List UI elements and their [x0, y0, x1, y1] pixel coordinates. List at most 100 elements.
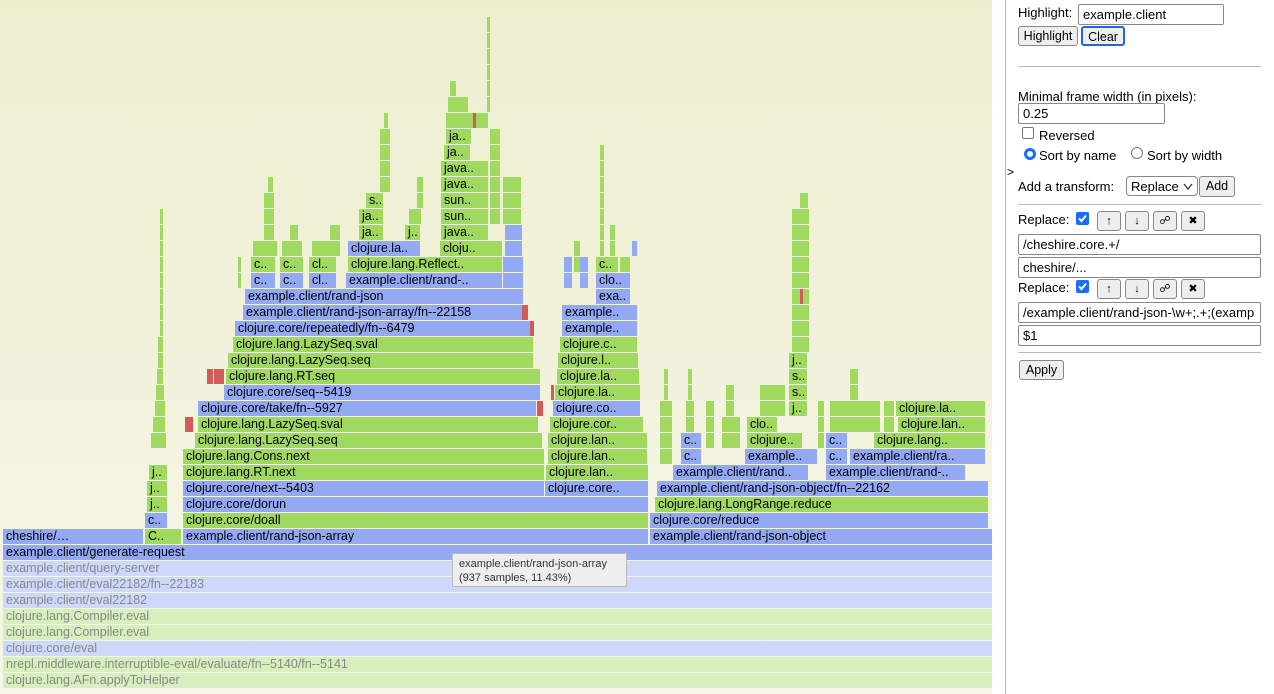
frame[interactable]: cl.. — [309, 257, 336, 272]
frame[interactable] — [792, 209, 809, 224]
frame[interactable] — [473, 113, 476, 128]
frame[interactable] — [312, 241, 340, 256]
frame[interactable]: example.client/ra.. — [850, 449, 985, 464]
frame[interactable] — [610, 225, 615, 240]
frame[interactable] — [792, 337, 809, 352]
frame[interactable]: c.. — [826, 433, 847, 448]
panel-toggle[interactable]: > — [1007, 165, 1015, 179]
transform-button[interactable]: ✖ — [1181, 211, 1205, 231]
frame[interactable] — [800, 193, 808, 208]
frame[interactable] — [448, 97, 468, 112]
frame[interactable]: sun.. — [441, 193, 488, 208]
frame[interactable] — [660, 449, 672, 464]
transform-button[interactable]: ↓ — [1125, 211, 1149, 231]
frame[interactable] — [792, 273, 809, 288]
frame[interactable]: cheshire/… — [3, 529, 143, 544]
frame[interactable]: ja.. — [444, 145, 470, 160]
frame[interactable] — [157, 369, 163, 384]
frame[interactable]: clojure.core/repeatedly/fn--6479 — [235, 321, 530, 336]
frame[interactable]: clojure.lang.Reflect.. — [348, 257, 502, 272]
transform-enabled[interactable] — [1076, 280, 1089, 293]
frame[interactable] — [290, 225, 298, 240]
frame[interactable]: clojure.core/seq--5419 — [224, 385, 540, 400]
frame[interactable]: clojure.co.. — [553, 401, 640, 416]
frame[interactable] — [160, 289, 163, 304]
frame[interactable] — [600, 225, 604, 240]
frame[interactable] — [537, 401, 543, 416]
frame[interactable] — [450, 81, 456, 96]
frame[interactable]: clojure.lang.AFn.applyToHelper — [3, 673, 992, 688]
frame[interactable] — [238, 273, 241, 288]
frame[interactable] — [490, 161, 500, 176]
transform-button[interactable]: ↑ — [1097, 279, 1121, 299]
frame[interactable] — [282, 241, 302, 256]
transform-select[interactable]: Replace — [1126, 176, 1198, 196]
frame[interactable]: clojure.lan.. — [546, 465, 648, 480]
frame[interactable] — [660, 401, 672, 416]
frame[interactable]: clojure.lang.LongRange.reduce — [655, 497, 988, 512]
frame[interactable]: clojure.lan.. — [548, 449, 647, 464]
frame[interactable] — [487, 97, 490, 112]
frame[interactable]: clojure.core.. — [545, 481, 648, 496]
frame[interactable]: j.. — [789, 401, 807, 416]
frame[interactable] — [620, 257, 630, 272]
frame[interactable] — [330, 225, 340, 240]
frame[interactable] — [688, 369, 692, 384]
frame[interactable] — [380, 145, 390, 160]
frame[interactable]: C.. — [145, 529, 181, 544]
frame[interactable] — [207, 369, 213, 384]
frame[interactable] — [264, 225, 274, 240]
frame[interactable] — [574, 241, 580, 256]
frame[interactable] — [409, 209, 421, 224]
frame[interactable] — [884, 417, 894, 432]
frame[interactable] — [688, 385, 692, 400]
frame[interactable] — [580, 273, 588, 288]
frame[interactable] — [238, 257, 241, 272]
frame[interactable]: example.client/generate-request — [3, 545, 992, 560]
frame[interactable] — [664, 369, 668, 384]
frame[interactable] — [487, 65, 490, 80]
frame[interactable] — [706, 417, 714, 432]
frame[interactable]: clojure.lan.. — [548, 433, 647, 448]
frame[interactable] — [268, 177, 273, 192]
frame[interactable]: example.client/rand-json-object — [650, 529, 992, 544]
clear-button[interactable]: Clear — [1081, 26, 1125, 46]
frame[interactable]: c.. — [251, 273, 275, 288]
frame[interactable] — [158, 353, 163, 368]
frame[interactable]: clojure.core/reduce — [650, 513, 988, 528]
find-input[interactable]: /cheshire.core.+/ — [1018, 234, 1261, 255]
frame[interactable] — [806, 225, 809, 240]
frame[interactable] — [503, 193, 521, 208]
frame[interactable]: c.. — [681, 433, 701, 448]
frame[interactable]: clojure.lang.RT.seq — [226, 369, 540, 384]
frame[interactable] — [574, 257, 580, 272]
frame[interactable] — [806, 273, 809, 288]
frame[interactable] — [600, 209, 604, 224]
frame[interactable] — [706, 433, 714, 448]
frame[interactable]: clojure.. — [747, 433, 802, 448]
frame[interactable] — [155, 401, 165, 416]
frame[interactable] — [160, 241, 163, 256]
frame[interactable] — [490, 209, 500, 224]
frame[interactable]: clojure.lang.RT.next — [183, 465, 544, 480]
frame[interactable]: java.. — [441, 177, 488, 192]
frame[interactable] — [806, 209, 809, 224]
frame[interactable] — [160, 257, 163, 272]
transform-button[interactable]: ↑ — [1097, 211, 1121, 231]
frame[interactable] — [160, 273, 163, 288]
frame[interactable] — [600, 177, 604, 192]
highlight-button[interactable]: Highlight — [1018, 26, 1078, 46]
frame[interactable]: cloju.. — [440, 241, 502, 256]
frame[interactable]: clojure.la.. — [555, 385, 640, 400]
frame[interactable] — [264, 209, 274, 224]
frame[interactable] — [151, 433, 166, 448]
add-button[interactable]: Add — [1199, 176, 1235, 197]
frame[interactable]: example.client/rand-json-array/fn--22158 — [243, 305, 522, 320]
sort-name-radio[interactable] — [1024, 148, 1036, 160]
frame[interactable] — [214, 369, 224, 384]
frame[interactable] — [487, 81, 490, 96]
frame[interactable] — [806, 305, 809, 320]
frame[interactable] — [830, 401, 880, 416]
frame[interactable]: java.. — [441, 161, 488, 176]
frame[interactable] — [490, 177, 500, 192]
